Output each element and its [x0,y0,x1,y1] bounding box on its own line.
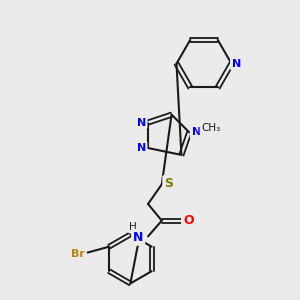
Text: S: S [164,177,173,190]
Text: N: N [136,118,146,128]
Text: N: N [232,58,241,69]
Text: Br: Br [71,248,85,259]
Text: O: O [183,214,194,227]
Text: N: N [191,127,201,137]
Text: N: N [136,143,146,153]
Text: CH₃: CH₃ [201,123,220,134]
Text: N: N [133,231,143,244]
Text: H: H [129,222,137,232]
